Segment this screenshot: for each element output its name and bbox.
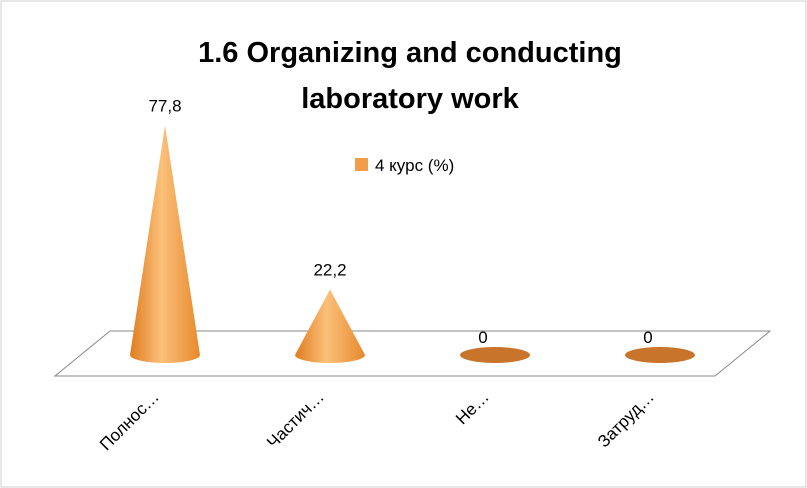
cone-base (625, 347, 695, 363)
legend-label: 4 курс (%) (375, 156, 454, 175)
value-label: 0 (478, 328, 487, 347)
floor (53, 330, 772, 377)
legend-swatch (355, 158, 368, 171)
value-label: 22,2 (313, 261, 346, 280)
value-label: 77,8 (148, 96, 181, 115)
cone (130, 125, 200, 364)
cone (295, 289, 365, 363)
cone-base (460, 347, 530, 363)
value-label: 0 (643, 328, 652, 347)
chart-title: 1.6 Organizing and conducting laboratory… (198, 37, 622, 115)
